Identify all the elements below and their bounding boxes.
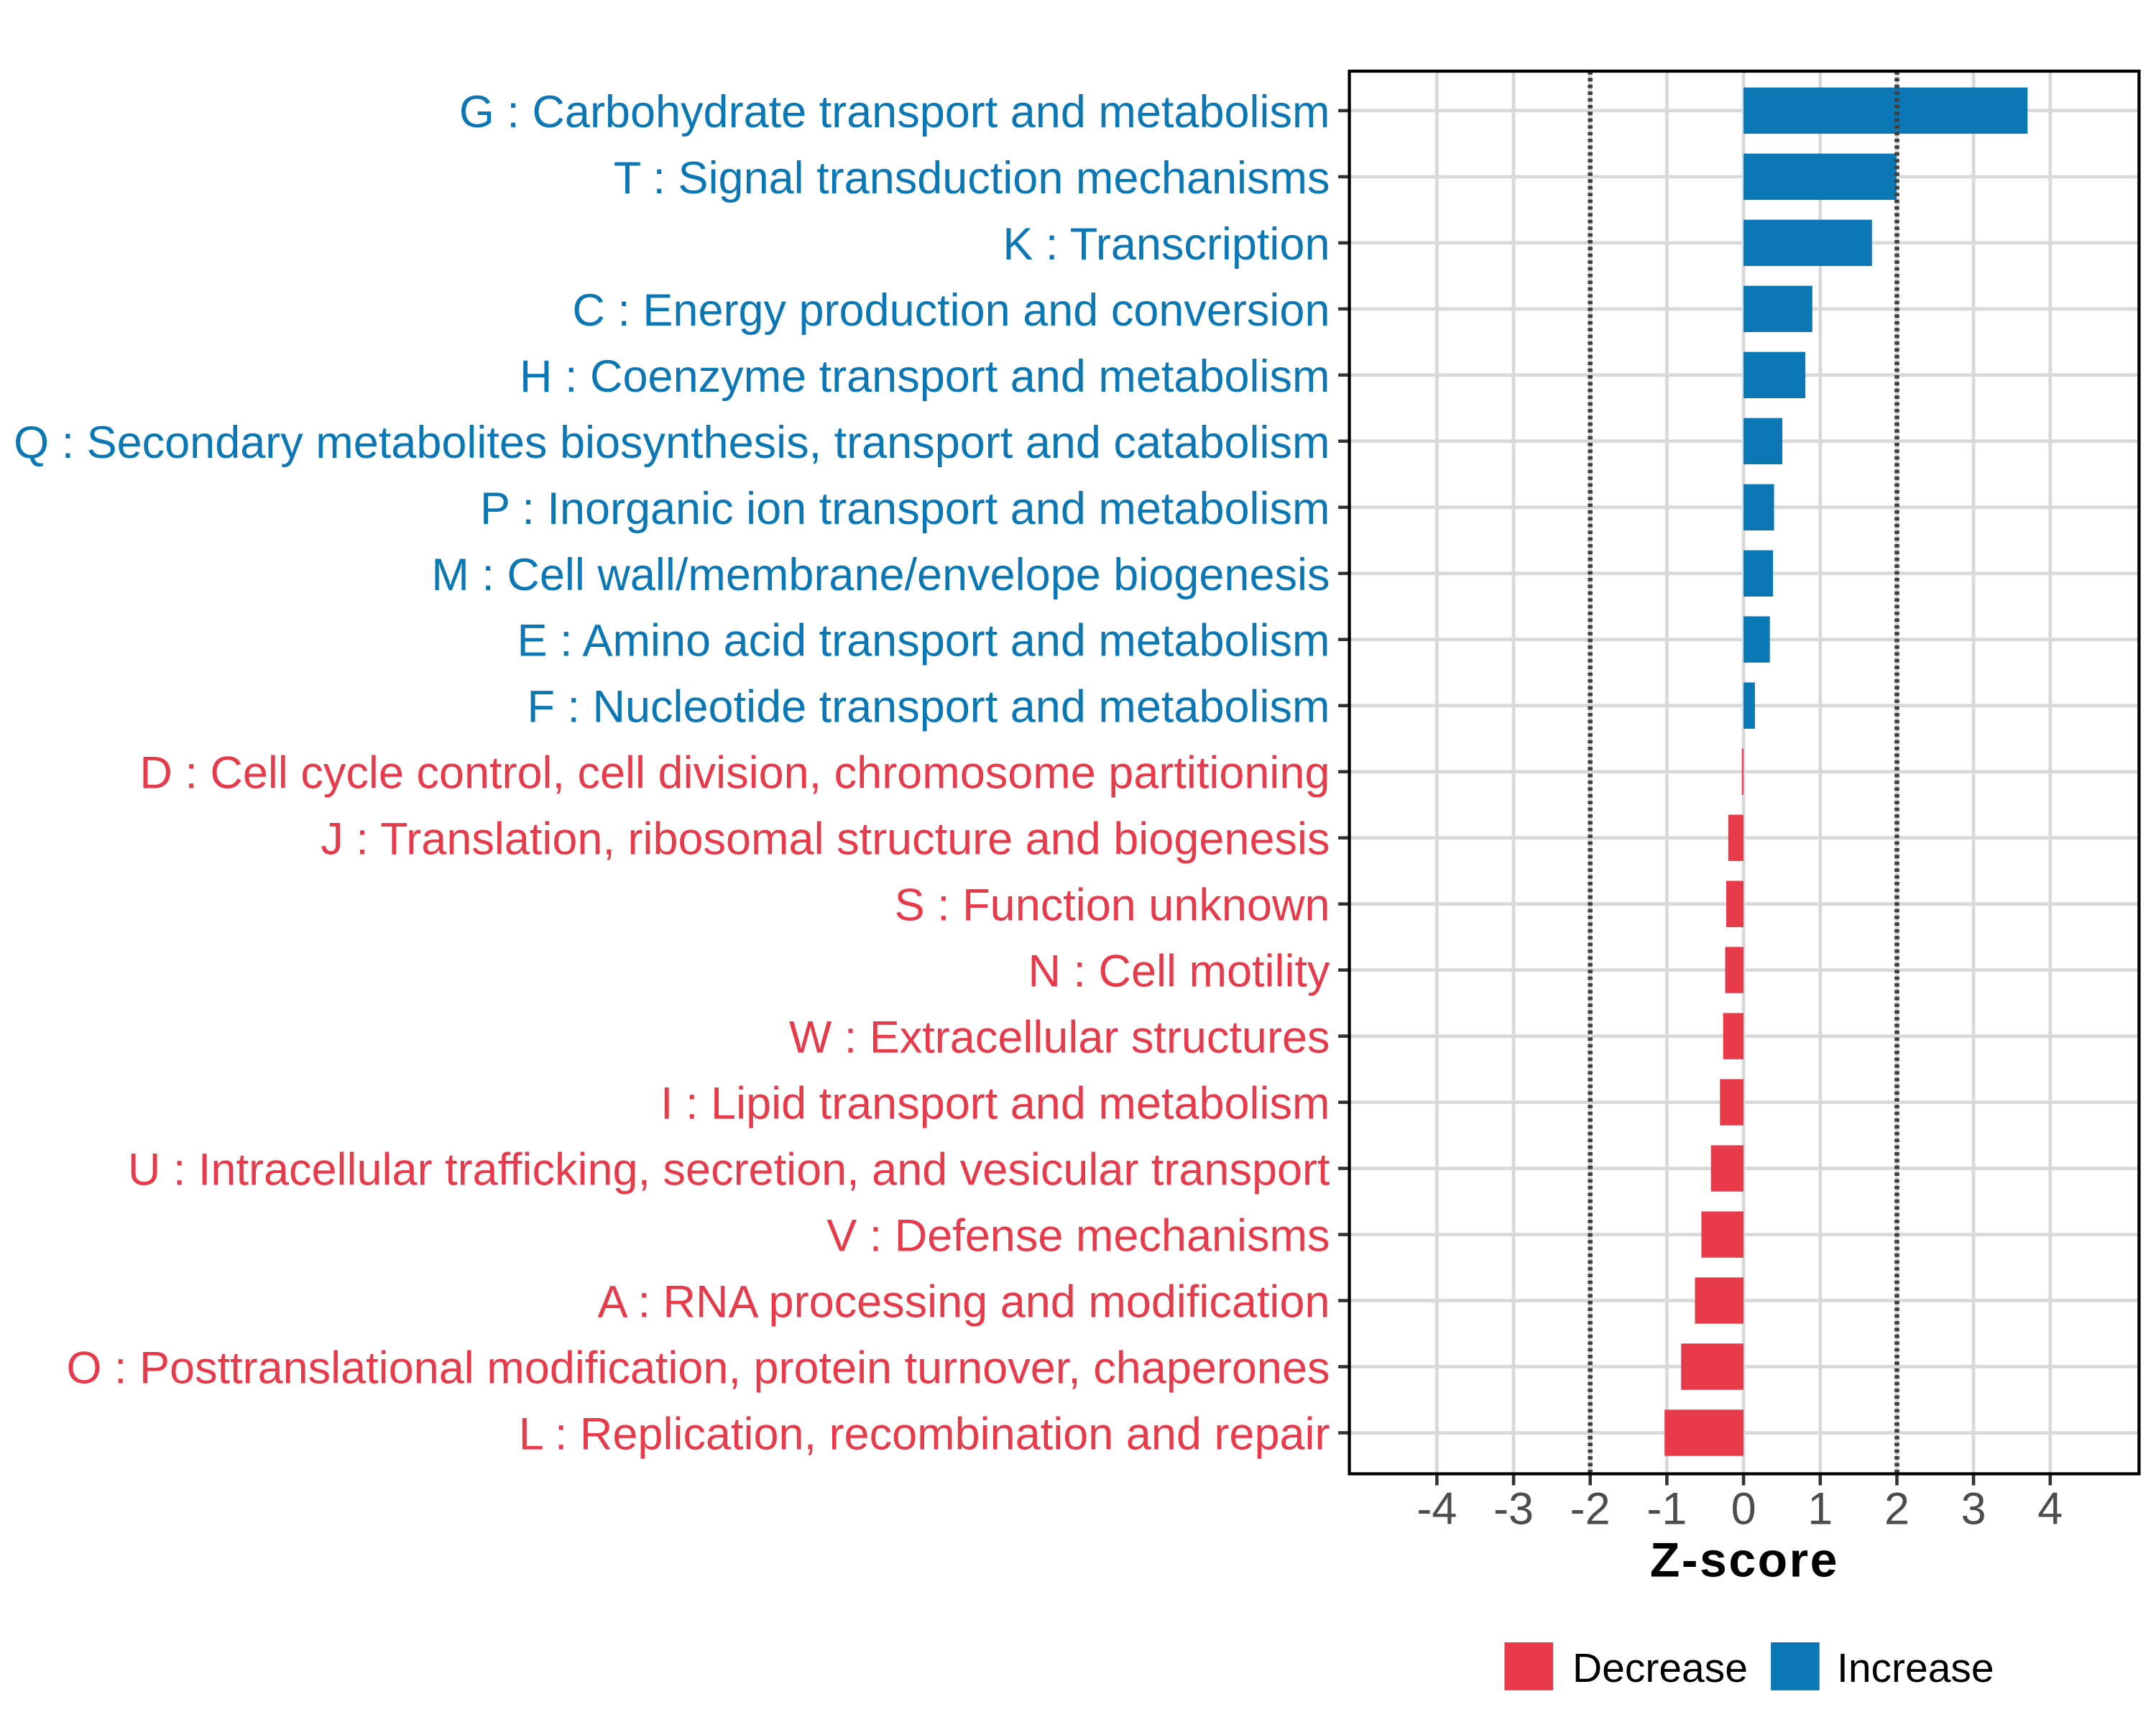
svg-text:W : Extracellular structures: W : Extracellular structures [789,1013,1330,1063]
svg-text:L : Replication, recombination: L : Replication, recombination and repai… [519,1409,1330,1460]
svg-text:Increase: Increase [1837,1645,1994,1691]
svg-text:0: 0 [1731,1484,1756,1535]
svg-text:Decrease: Decrease [1572,1645,1748,1691]
svg-text:Q : Secondary metabolites bios: Q : Secondary metabolites biosynthesis, … [14,418,1330,468]
svg-text:-3: -3 [1493,1484,1534,1535]
svg-text:D : Cell cycle control, cell d: D : Cell cycle control, cell division, c… [139,748,1330,799]
svg-text:1: 1 [1807,1484,1833,1535]
svg-text:J : Translation, ribosomal str: J : Translation, ribosomal structure and… [321,814,1330,865]
svg-text:Z-score: Z-score [1650,1533,1839,1588]
svg-text:3: 3 [1961,1484,1986,1535]
svg-text:K : Transcription: K : Transcription [1003,219,1330,270]
svg-text:-2: -2 [1570,1484,1611,1535]
svg-text:I : Lipid transport and metabo: I : Lipid transport and metabolism [660,1079,1330,1129]
svg-text:E : Amino acid transport and m: E : Amino acid transport and metabolism [517,616,1330,666]
svg-text:O : Posttranslational modifica: O : Posttranslational modification, prot… [67,1343,1330,1394]
svg-text:H : Coenzyme transport and met: H : Coenzyme transport and metabolism [520,351,1330,402]
svg-text:-4: -4 [1416,1484,1457,1535]
svg-text:U : Intracellular trafficking,: U : Intracellular trafficking, secretion… [128,1145,1330,1195]
svg-text:-1: -1 [1646,1484,1687,1535]
svg-text:P : Inorganic ion transport an: P : Inorganic ion transport and metaboli… [480,484,1330,534]
svg-text:V : Defense mechanisms: V : Defense mechanisms [826,1211,1330,1261]
svg-text:T : Signal transduction mechan: T : Signal transduction mechanisms [614,153,1330,203]
svg-text:M : Cell wall/membrane/envelop: M : Cell wall/membrane/envelope biogenes… [431,550,1330,600]
svg-text:N : Cell motility: N : Cell motility [1028,947,1330,997]
svg-text:G : Carbohydrate transport and: G : Carbohydrate transport and metabolis… [459,87,1330,137]
svg-text:C : Energy production and conv: C : Energy production and conversion [572,285,1330,336]
svg-text:F : Nucleotide transport and m: F : Nucleotide transport and metabolism [527,682,1330,732]
svg-text:A : RNA processing and modific: A : RNA processing and modification [597,1277,1330,1328]
svg-text:4: 4 [2037,1484,2063,1535]
svg-text:S : Function unknown: S : Function unknown [895,880,1330,931]
svg-text:2: 2 [1884,1484,1909,1535]
